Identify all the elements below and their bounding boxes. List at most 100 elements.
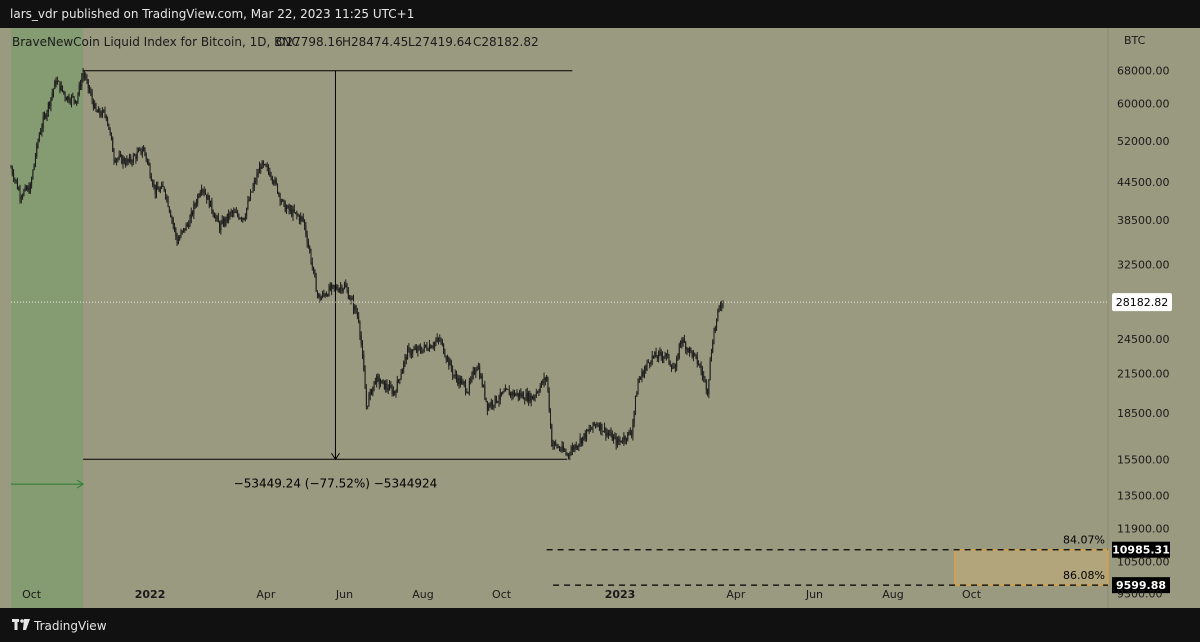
candle-body — [63, 90, 65, 93]
price-chart[interactable]: −53449.24 (−77.52%) −5344924 28182.82 84.0… — [0, 28, 1200, 608]
candle-body — [289, 208, 291, 211]
candle-body — [663, 356, 665, 359]
candle-body — [695, 354, 697, 356]
candle-body — [284, 202, 286, 212]
candle-body — [631, 433, 633, 436]
candle-body — [591, 428, 593, 430]
x-axis[interactable]: Oct 2022 Apr Jun Aug Oct 2023 Apr Jun Aug Oct — [22, 588, 982, 601]
candle-body — [183, 228, 185, 231]
x-tick-label: Oct — [22, 588, 42, 601]
candle-body — [210, 200, 212, 207]
y-tick-label: 52000.00 — [1117, 135, 1170, 148]
candle-body — [497, 401, 499, 403]
candle-body — [351, 297, 353, 300]
candle-body — [399, 379, 401, 380]
candle-body — [342, 288, 344, 292]
candle-body — [423, 344, 425, 349]
candle-body — [266, 166, 268, 168]
candle-body — [622, 441, 624, 443]
candle-body — [570, 450, 572, 455]
ohlc-low: L27419.64 — [408, 35, 472, 49]
candle-body — [155, 186, 157, 195]
candle-body — [328, 285, 330, 296]
candle-body — [103, 110, 105, 112]
candle-body — [638, 379, 640, 382]
candle-body — [95, 103, 97, 111]
candle-body — [721, 305, 723, 307]
candle-body — [566, 453, 568, 455]
annotations-group: −53449.24 (−77.52%) −5344924 28182.82 84.0… — [11, 70, 1172, 594]
candle-body — [450, 361, 452, 370]
candle-body — [60, 85, 62, 91]
candle-body — [152, 180, 154, 185]
candle-body — [453, 375, 455, 376]
candle-body — [610, 432, 612, 436]
candle-body — [660, 352, 662, 356]
candle-body — [700, 365, 702, 371]
candle-body — [605, 427, 607, 436]
candle-body — [166, 197, 168, 198]
candle-body — [45, 114, 47, 118]
candle-body — [62, 85, 64, 91]
candle-body — [672, 367, 674, 369]
candle-body — [699, 364, 701, 366]
candle-body — [185, 224, 187, 231]
candle-body — [184, 228, 186, 231]
candle-body — [620, 440, 622, 442]
candle-body — [168, 206, 170, 212]
candle-body — [714, 327, 716, 331]
candle-body — [14, 178, 16, 180]
candle-body — [363, 354, 365, 371]
candle-body — [305, 225, 307, 235]
candle-body — [561, 445, 563, 451]
y-tick-label: 44500.00 — [1117, 176, 1170, 189]
candle-body — [16, 181, 18, 189]
candle-body — [385, 383, 387, 390]
footer-brand[interactable]: TradingView — [34, 619, 107, 633]
candle-body — [265, 164, 267, 167]
candle-body — [507, 389, 509, 391]
candle-body — [18, 188, 20, 190]
candle-body — [194, 204, 196, 206]
candle-body — [416, 348, 418, 352]
candle-body — [295, 212, 297, 214]
candle-body — [582, 436, 584, 444]
candle-body — [262, 161, 264, 165]
x-tick-label: 2023 — [605, 588, 636, 601]
candle-body — [551, 424, 553, 447]
candle-body — [221, 219, 223, 224]
candle-body — [130, 156, 132, 162]
candle-body — [324, 294, 326, 296]
candle-body — [229, 212, 231, 219]
candle-body — [64, 92, 66, 98]
candle-body — [71, 95, 73, 103]
candle-body — [634, 396, 636, 411]
candle-body — [544, 377, 546, 381]
tradingview-logo-icon[interactable] — [12, 619, 30, 630]
candle-body — [243, 217, 245, 220]
y-tick-label: 32500.00 — [1117, 259, 1170, 272]
candle-body — [204, 193, 206, 195]
candle-body — [11, 167, 13, 174]
candle-body — [494, 396, 496, 406]
target-level-percent: 84.07% — [1063, 534, 1105, 547]
candle-body — [692, 353, 694, 357]
candle-body — [131, 161, 133, 163]
candle-body — [436, 338, 438, 342]
candle-body — [587, 429, 589, 431]
candle-body — [119, 155, 121, 156]
candle-body — [195, 203, 197, 205]
y-tick-label: 21500.00 — [1117, 367, 1170, 380]
candle-body — [481, 376, 483, 387]
chart-area[interactable]: −53449.24 (−77.52%) −5344924 28182.82 84.0… — [0, 28, 1200, 608]
candle-body — [329, 285, 331, 290]
y-axis[interactable]: 68000.00 60000.00 52000.00 44500.00 38500.00… — [1117, 65, 1170, 601]
candle-body — [304, 220, 306, 226]
candle-body — [529, 392, 531, 402]
candle-body — [279, 193, 281, 201]
candle-body — [386, 383, 388, 389]
candle-body — [213, 214, 215, 219]
y-tick-label: 10500.00 — [1117, 556, 1170, 569]
candle-body — [707, 390, 709, 394]
candle-body — [340, 286, 342, 289]
